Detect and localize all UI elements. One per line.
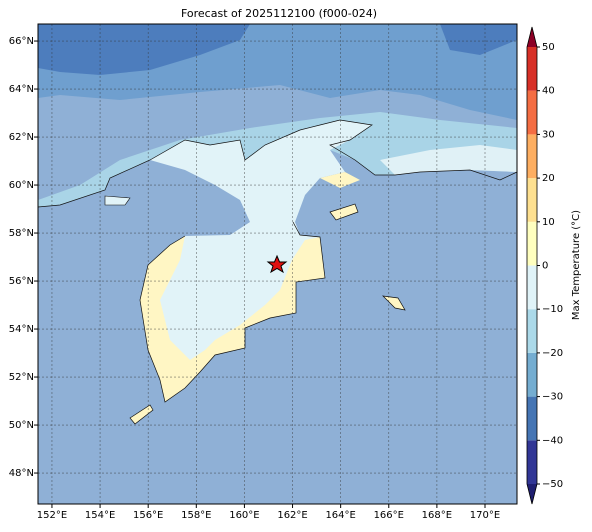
lon-tick-label: 158°E	[181, 510, 211, 521]
lon-tick-label: 166°E	[374, 510, 404, 521]
map-title: Forecast of 2025112100 (f000-024)	[181, 7, 377, 20]
lat-tick-label: 66°N	[9, 36, 34, 47]
land-warm-n	[320, 172, 360, 188]
map-frame	[37, 23, 518, 505]
colorbar-segment	[527, 265, 537, 310]
colorbar-tick-label: 0	[542, 261, 548, 272]
coastline-peninsula	[139, 221, 326, 403]
colorbar-tick-label: −40	[542, 435, 563, 446]
colorbar-tick-label: 10	[542, 217, 555, 228]
island	[104, 195, 131, 206]
lon-tick-label: 160°E	[229, 510, 259, 521]
colorbar-segment	[527, 221, 537, 266]
colorbar-tick-label: 30	[542, 129, 555, 140]
colorbar-segment	[527, 440, 537, 484]
lat-tick-label: 62°N	[9, 132, 34, 143]
colorbar-tick-label: −10	[542, 304, 563, 315]
lat-tick-label: 60°N	[9, 180, 34, 191]
coastline	[37, 119, 518, 208]
colorbar: −50 −40 −30 −20 −10 0 10 20 30 40 50	[526, 26, 563, 505]
island	[329, 203, 359, 221]
colorbar-tick-label: 50	[542, 42, 555, 53]
lat-tick-label: 54°N	[9, 324, 34, 335]
lat-tick-label: 48°N	[9, 468, 34, 479]
colorbar-tick-label: 20	[542, 173, 555, 184]
lat-tick-label: 64°N	[9, 84, 34, 95]
lon-tick-label: 170°E	[470, 510, 500, 521]
lat-tick-label: 56°N	[9, 276, 34, 287]
colorbar-tick-label: −20	[542, 348, 563, 359]
colorbar-under	[527, 484, 537, 504]
lon-tick-label: 152°E	[37, 510, 67, 521]
mild-region	[380, 145, 517, 175]
colorbar-label: Max Temperature (°C)	[571, 210, 582, 320]
land-warm	[140, 236, 325, 402]
lat-tick-label: 52°N	[9, 372, 34, 383]
lon-tick-label: 162°E	[277, 510, 307, 521]
colorbar-tick-label: −30	[542, 392, 563, 403]
colorbar-tick-label: −50	[542, 479, 563, 490]
colorbar-segment	[527, 47, 537, 91]
colorbar-segment	[527, 90, 537, 135]
cool-region	[38, 112, 517, 207]
colorbar-segment	[527, 309, 537, 353]
lon-tick-label: 164°E	[325, 510, 355, 521]
location-marker	[266, 254, 288, 274]
lon-tick-label: 168°E	[422, 510, 452, 521]
lat-tick-label: 50°N	[9, 420, 34, 431]
lat-tick-label: 58°N	[9, 228, 34, 239]
grid	[38, 24, 517, 504]
coldest-region-ne	[440, 24, 517, 55]
colorbar-segment	[527, 396, 537, 441]
lon-tick-label: 154°E	[85, 510, 115, 521]
island	[382, 295, 406, 311]
coldest-region	[38, 24, 250, 75]
colorbar-segment	[527, 352, 537, 397]
land-mild	[140, 120, 372, 402]
colorbar-segment	[527, 178, 537, 222]
colorbar-tick-label: 40	[542, 86, 555, 97]
colorbar-over	[527, 27, 537, 47]
colorbar-segment	[527, 134, 537, 179]
lon-tick-label: 156°E	[133, 510, 163, 521]
island	[129, 404, 154, 425]
